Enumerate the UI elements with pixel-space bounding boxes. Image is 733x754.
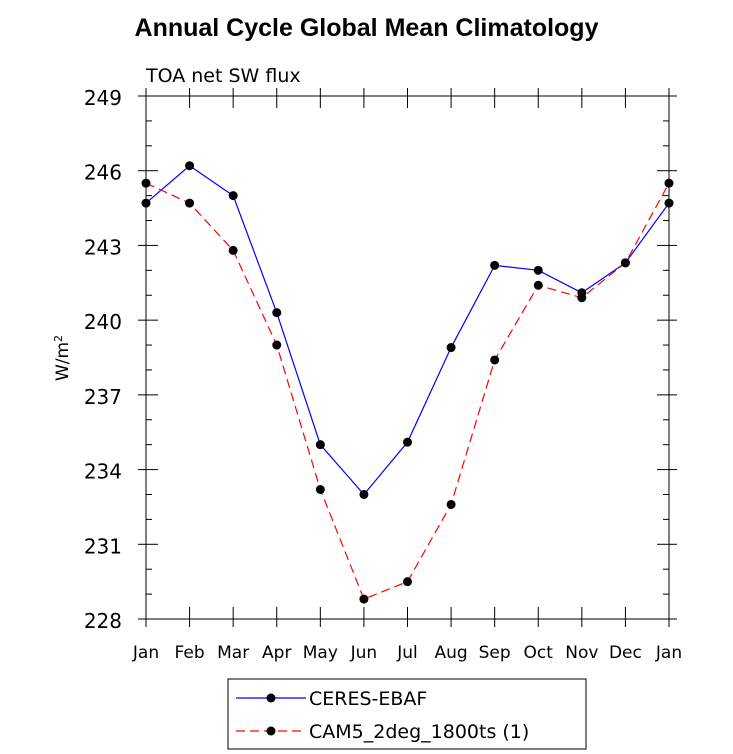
y-tick-label: 246: [84, 161, 122, 185]
data-point: [272, 340, 282, 350]
data-point: [315, 484, 325, 494]
data-point: [141, 198, 151, 208]
x-tick-label: May: [303, 643, 338, 663]
data-point: [533, 280, 543, 290]
data-point: [490, 355, 500, 365]
data-point: [620, 258, 630, 268]
y-tick-label: 249: [84, 86, 122, 110]
y-tick-label: 243: [84, 235, 122, 259]
series-line-2: [145, 182, 670, 600]
y-tick-label: 234: [84, 460, 122, 484]
y-tick-label: 240: [84, 310, 122, 334]
data-point: [446, 343, 456, 353]
x-tick-label: Mar: [217, 643, 249, 663]
data-point: [185, 161, 195, 171]
x-tick-label: Jun: [350, 643, 378, 663]
legend-label-2: CAM5_2deg_1800ts (1): [309, 721, 529, 743]
chart-subtitle: TOA net SW flux: [145, 65, 301, 87]
legend-box: [227, 678, 587, 750]
x-tick-label: Jul: [396, 643, 418, 663]
y-tick-label: 231: [84, 534, 122, 558]
x-tick-label: Jan: [655, 643, 682, 663]
y-tick-label: 237: [84, 385, 122, 409]
data-point: [359, 594, 369, 604]
x-tick-label: Sep: [479, 643, 511, 663]
plot-area: 228 231 234 237 240 243 246 249 Jan Feb Mar Apr May J…: [84, 86, 682, 663]
data-point: [490, 260, 500, 270]
data-point: [228, 245, 238, 255]
data-point: [446, 499, 456, 509]
x-tick-label: Jan: [132, 643, 159, 663]
data-point: [664, 178, 674, 188]
data-point: [315, 440, 325, 450]
data-point: [533, 265, 543, 275]
x-tick-label: Feb: [175, 643, 205, 663]
x-tick-label: Oct: [524, 643, 554, 663]
x-tick-label: Nov: [565, 643, 598, 663]
data-point: [359, 489, 369, 499]
legend-marker-2: [266, 726, 276, 736]
data-point: [403, 577, 412, 587]
legend-label-1: CERES-EBAF: [309, 688, 427, 710]
data-point: [403, 437, 412, 447]
data-point: [577, 293, 587, 303]
legend: CERES-EBAF CAM5_2deg_1800ts (1): [227, 678, 587, 750]
x-tick-label: Dec: [609, 643, 642, 663]
chart-title: Annual Cycle Global Mean Climatology: [134, 14, 599, 42]
data-point: [664, 198, 674, 208]
x-tick-label: Apr: [262, 643, 291, 663]
data-point: [228, 191, 238, 201]
data-point: [272, 308, 282, 318]
data-point: [141, 178, 151, 188]
plot-frame: [145, 95, 670, 620]
data-point: [185, 198, 195, 208]
y-axis-label: W/m2: [52, 335, 74, 381]
y-tick-label: 228: [84, 609, 122, 633]
legend-marker-1: [266, 693, 276, 703]
x-tick-label: Aug: [434, 643, 467, 663]
